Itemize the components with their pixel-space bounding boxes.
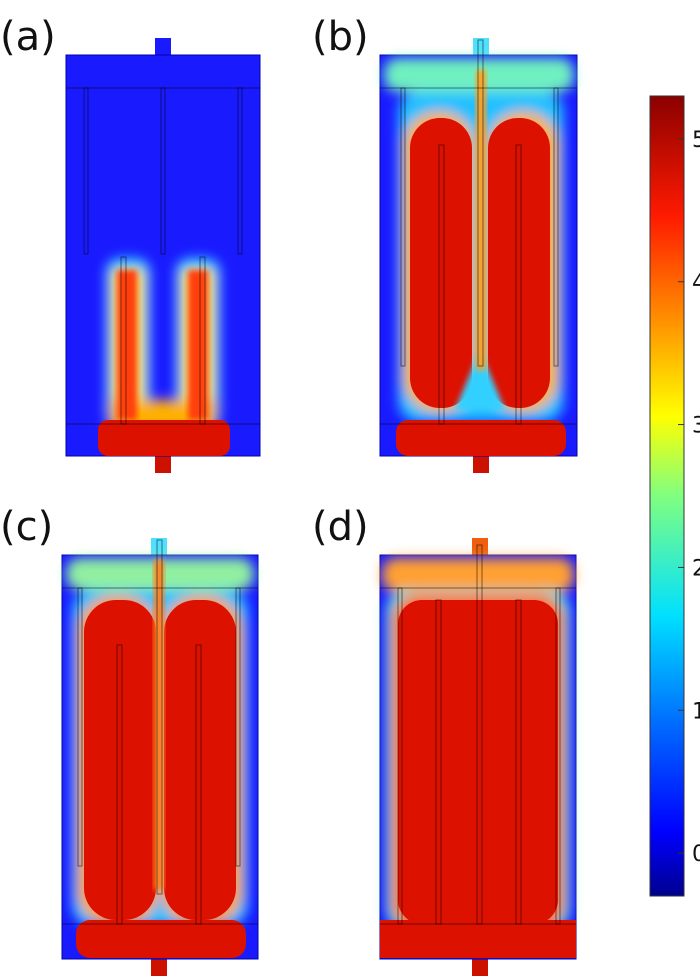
colorbar: 0 1 2 3 4 5: [649, 95, 700, 897]
colorbar-tick-label: 1: [692, 699, 700, 724]
panel-label-d: (d): [312, 504, 369, 550]
panel-label-b: (b): [312, 14, 369, 60]
colorbar-tick-label: 0: [692, 842, 700, 867]
colorbar-gradient: [649, 95, 685, 897]
panel-label-a: (a): [0, 14, 56, 60]
panel-c: [61, 538, 259, 976]
panel-b: [379, 38, 578, 473]
colorbar-tick-label: 2: [692, 556, 700, 581]
colorbar-ticks: 0 1 2 3 4 5: [678, 128, 700, 867]
panel-d: [379, 538, 577, 976]
colorbar-tick-label: 4: [692, 271, 700, 296]
panel-label-c: (c): [0, 504, 53, 550]
colorbar-tick-label: 3: [692, 414, 700, 439]
panel-a: [65, 38, 261, 473]
colorbar-tick-label: 5: [692, 128, 700, 153]
